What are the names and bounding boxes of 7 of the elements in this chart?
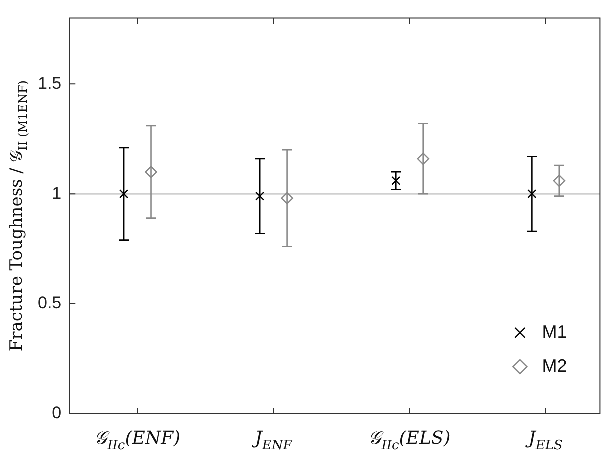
y-axis-title: Fracture Toughness / 𝒢II (M1ENF): [7, 80, 30, 352]
y-tick-label: 1.5: [38, 74, 62, 93]
y-tick-label: 0.5: [38, 294, 62, 313]
y-tick-label: 0: [52, 404, 62, 423]
y-tick-label: 1: [52, 184, 62, 203]
legend-label: M1: [542, 322, 568, 342]
legend-label: M2: [542, 356, 568, 376]
